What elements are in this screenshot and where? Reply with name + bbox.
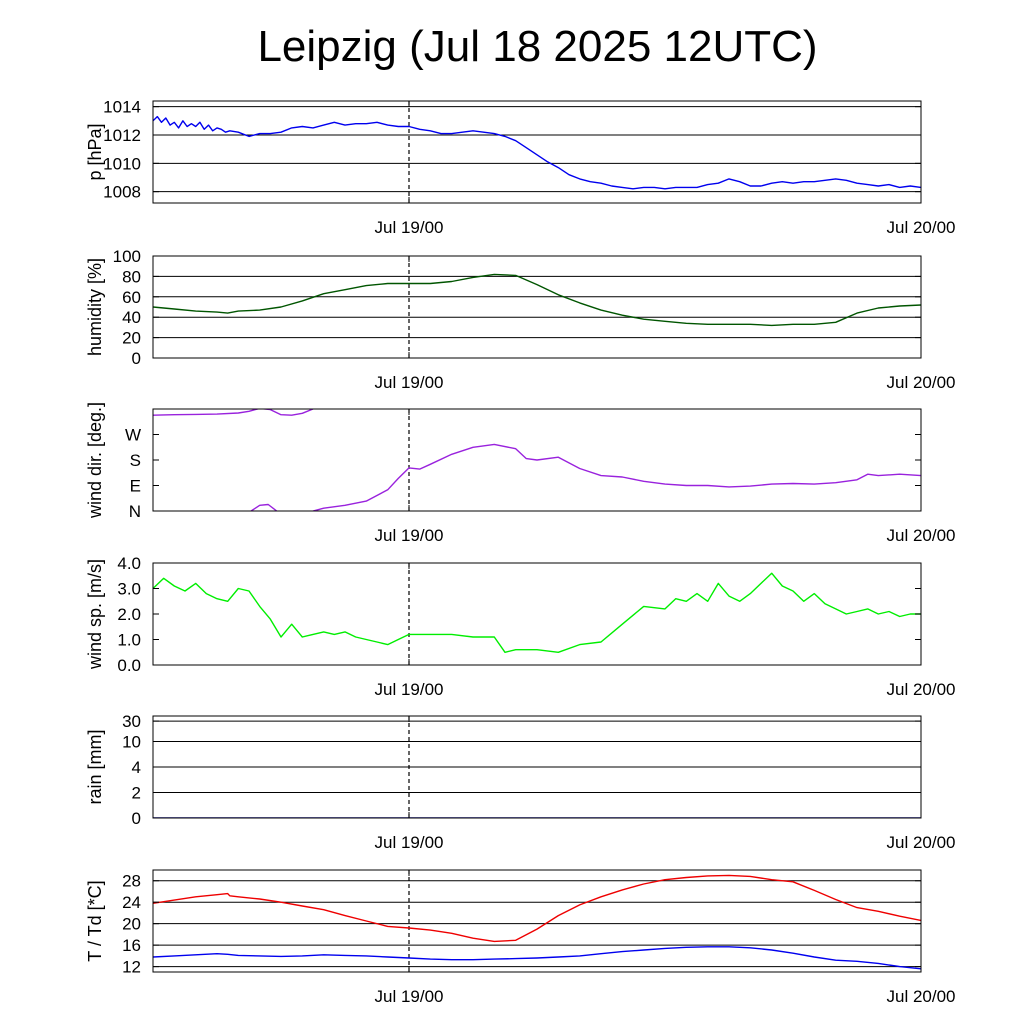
y-tick-label: 20: [122, 915, 141, 934]
x-tick-label: Jul 19/00: [375, 680, 444, 699]
y-tick-label: 100: [113, 247, 141, 266]
y-tick-label: 4.0: [117, 554, 141, 573]
y-tick-label: 3.0: [117, 580, 141, 599]
x-tick-label: Jul 20/00: [887, 373, 956, 392]
y-axis-label: wind dir. [deg.]: [85, 402, 105, 519]
y-tick-label: 30: [122, 712, 141, 731]
plot-frame: [152, 100, 922, 204]
y-tick-label: 12: [122, 958, 141, 977]
chart-title: Leipzig (Jul 18 2025 12UTC): [257, 22, 818, 71]
y-axis-label: rain [mm]: [85, 729, 105, 804]
y-tick-label: 28: [122, 872, 141, 891]
y-tick-label: S: [130, 451, 141, 470]
x-tick-label: Jul 19/00: [375, 373, 444, 392]
panel-wind_speed: 0.0 1.0 2.0 3.0 4.0 Jul 19/00 Jul 20/00 wind sp…: [85, 554, 956, 699]
y-tick-label: 2: [132, 784, 141, 803]
x-tick-label: Jul 19/00: [375, 833, 444, 852]
x-tick-label: Jul 19/00: [375, 987, 444, 1006]
x-tick-label: Jul 20/00: [887, 680, 956, 699]
y-tick-label: 80: [122, 267, 141, 286]
x-tick-label: Jul 20/00: [887, 526, 956, 545]
y-tick-label: 0: [132, 809, 141, 828]
y-tick-label: 40: [122, 308, 141, 327]
series-line-temperature-1: [153, 946, 921, 970]
series-line-humidity-0: [153, 273, 921, 327]
y-tick-label: 60: [122, 288, 141, 307]
y-tick-label: 1010: [103, 154, 141, 173]
y-tick-label: 2.0: [117, 605, 141, 624]
y-tick-label: 20: [122, 329, 141, 348]
series-line-temperature-0: [153, 874, 921, 943]
y-axis-label: p [hPa]: [85, 123, 105, 180]
series-line-pressure-0: [153, 115, 921, 190]
panel-rain: 0 2 4 10 30 Jul 19/00 Jul 20/00 rain [mm]: [85, 712, 956, 852]
panel-temperature: 12 16 20 24 28 Jul 19/00 Jul 20/00 T / Td [*C]: [85, 869, 956, 1006]
y-tick-label: 4: [132, 758, 141, 777]
plot-frame: [152, 869, 922, 973]
y-tick-label: 1012: [103, 126, 141, 145]
series-line-wind_direction-0: [153, 409, 314, 416]
y-tick-label: 16: [122, 936, 141, 955]
y-tick-label: E: [130, 477, 141, 496]
series-line-wind_direction-2: [312, 443, 921, 511]
series-line-wind_speed-0: [153, 572, 921, 653]
y-tick-label: W: [125, 426, 141, 445]
x-tick-label: Jul 19/00: [375, 526, 444, 545]
y-axis-label: T / Td [*C]: [85, 880, 105, 961]
panel-pressure: 1008 1010 1012 1014 Jul 19/00 Jul 20/00 p [hPa…: [85, 98, 956, 237]
y-tick-label: 10: [122, 733, 141, 752]
x-tick-label: Jul 19/00: [375, 218, 444, 237]
x-tick-label: Jul 20/00: [887, 833, 956, 852]
y-axis-label: humidity [%]: [85, 258, 105, 356]
series-line-wind_direction-1: [250, 503, 278, 511]
y-tick-label: 0.0: [117, 656, 141, 675]
plot-frame: [152, 255, 922, 359]
y-tick-label: 1.0: [117, 631, 141, 650]
y-tick-label: 1014: [103, 98, 141, 117]
y-tick-label: 1008: [103, 183, 141, 202]
y-tick-label: 0: [132, 349, 141, 368]
y-axis-label: wind sp. [m/s]: [85, 559, 105, 670]
y-tick-label: 24: [122, 893, 141, 912]
x-tick-label: Jul 20/00: [887, 218, 956, 237]
x-tick-label: Jul 20/00: [887, 987, 956, 1006]
y-tick-label: N: [129, 502, 141, 521]
